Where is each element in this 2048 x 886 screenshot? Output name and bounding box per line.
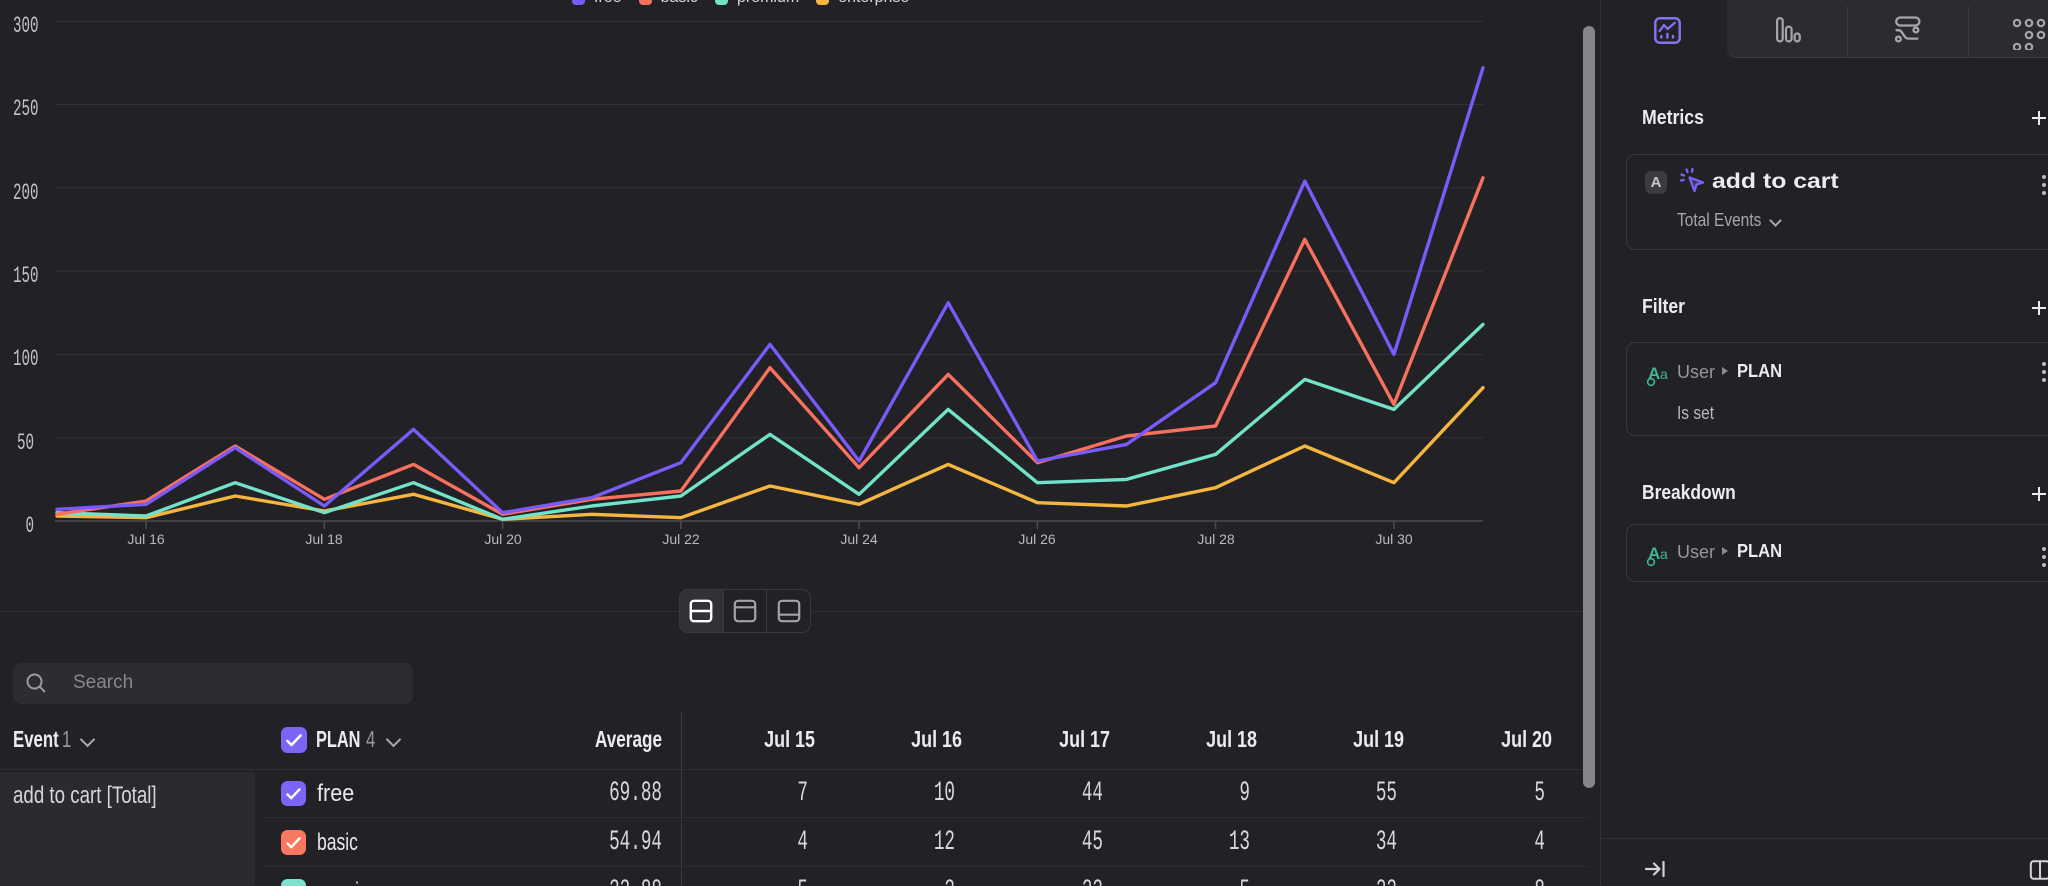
svg-text:a: a [1660,366,1668,382]
svg-text:a: a [1660,546,1668,562]
